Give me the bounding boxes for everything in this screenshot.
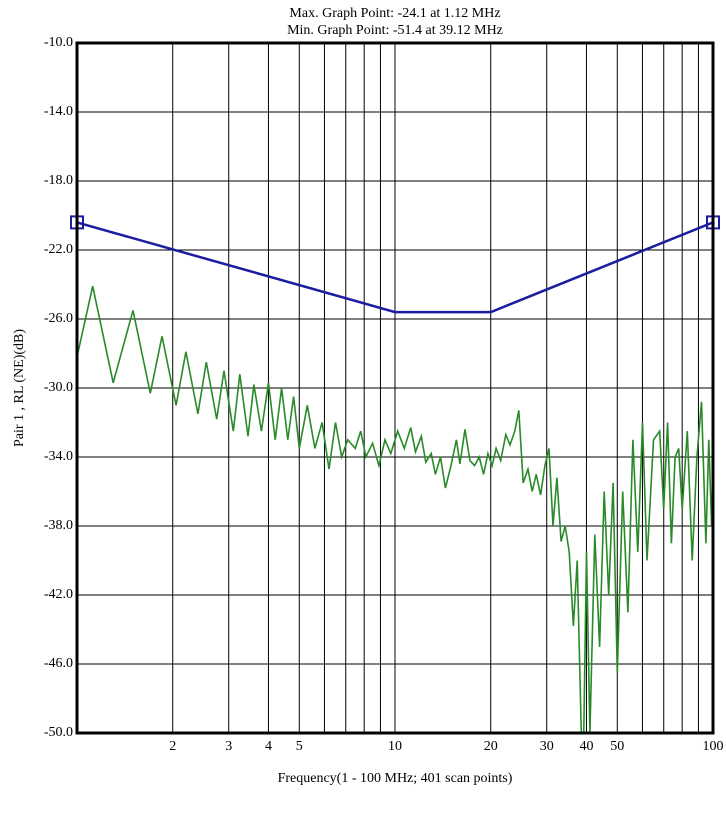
- y-tick-label: -34.0: [44, 449, 73, 464]
- y-tick-label: -42.0: [44, 587, 73, 602]
- x-tick-label: 50: [610, 739, 624, 754]
- series-line: [77, 286, 713, 733]
- chart-title: Min. Graph Point: -51.4 at 39.12 MHz: [287, 23, 503, 38]
- series-line: [77, 221, 713, 314]
- x-tick-label: 5: [296, 739, 303, 754]
- x-tick-label: 30: [540, 739, 554, 754]
- x-tick-label: 100: [703, 739, 724, 754]
- x-axis-label: Frequency(1 - 100 MHz; 401 scan points): [278, 771, 513, 786]
- y-tick-label: -46.0: [44, 656, 73, 671]
- y-tick-label: -26.0: [44, 311, 73, 326]
- chart-title: Max. Graph Point: -24.1 at 1.12 MHz: [289, 6, 500, 21]
- y-tick-label: -50.0: [44, 725, 73, 740]
- y-tick-label: -18.0: [44, 173, 73, 188]
- plot-series: [77, 221, 713, 733]
- plot-frame: [75, 41, 715, 735]
- x-tick-label: 4: [265, 739, 272, 754]
- x-tick-label: 3: [225, 739, 232, 754]
- y-tick-label: -38.0: [44, 518, 73, 533]
- x-tick-label: 20: [484, 739, 498, 754]
- y-tick-label: -14.0: [44, 104, 73, 119]
- y-axis-label: Pair 1 , RL (NE)(dB): [12, 329, 27, 447]
- x-tick-label: 10: [388, 739, 402, 754]
- x-tick-label: 2: [169, 739, 176, 754]
- y-tick-label: -10.0: [44, 35, 73, 50]
- y-tick-label: -22.0: [44, 242, 73, 257]
- x-tick-label: 40: [579, 739, 593, 754]
- y-tick-label: -30.0: [44, 380, 73, 395]
